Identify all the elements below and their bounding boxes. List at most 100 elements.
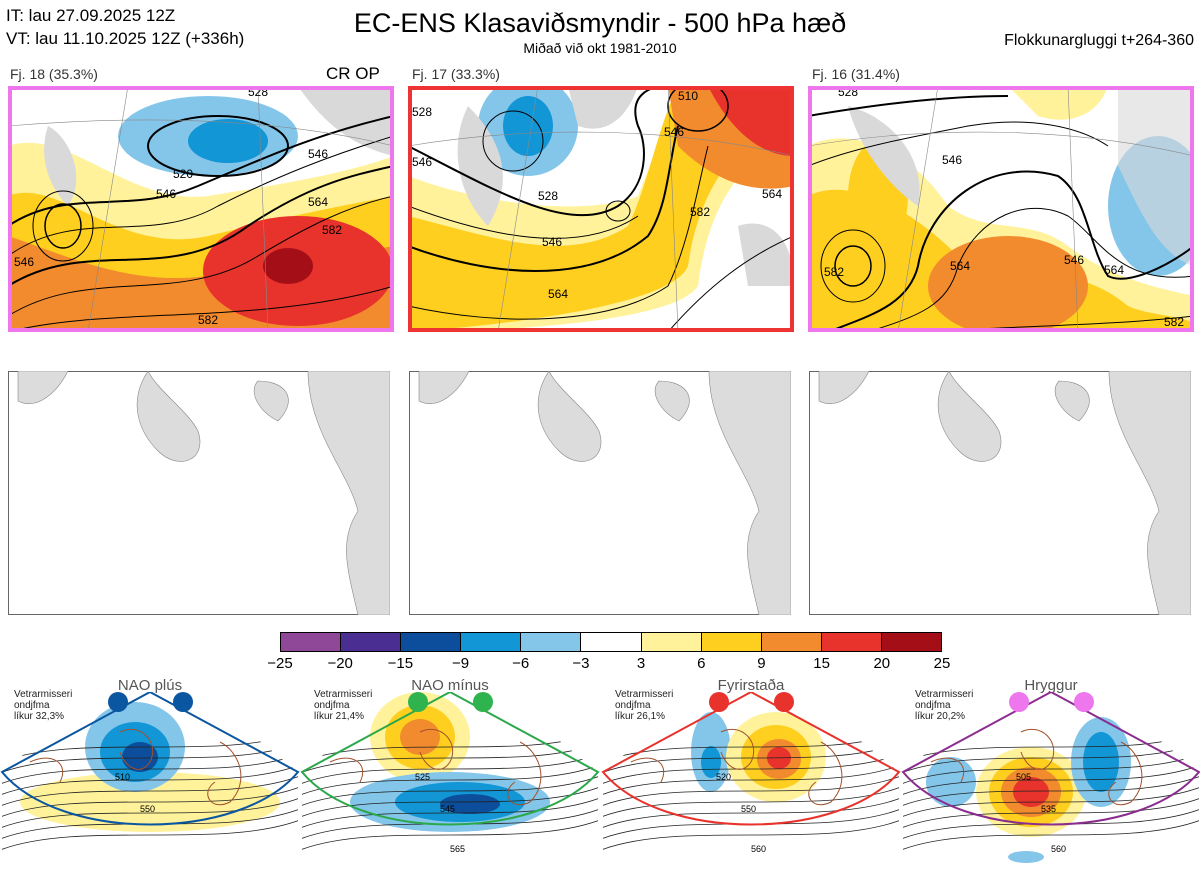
colorbar-swatch <box>341 633 402 651</box>
page-subtitle: Miðað við okt 1981-2010 <box>523 40 677 56</box>
contour-label: 564 <box>1104 263 1124 277</box>
colorbar-swatch <box>881 633 942 651</box>
regime-contour-label: 525 <box>415 772 430 782</box>
cluster-map-2: 528 546 528 564 546 510 546 582 564 <box>408 86 794 332</box>
panel-1-label: Fj. 18 (35.3%) <box>10 66 98 82</box>
colorbar-swatch <box>821 633 882 651</box>
regime-dot <box>1074 692 1094 712</box>
colorbar-swatch <box>761 633 822 651</box>
panel-1-border <box>8 86 394 332</box>
contour-label: 564 <box>762 187 782 201</box>
contour-label: 546 <box>1064 253 1084 267</box>
regime-dot <box>108 692 128 712</box>
valid-time: VT: lau 11.10.2025 12Z (+336h) <box>6 29 245 48</box>
contour-label: 546 <box>14 255 34 269</box>
regime-stats: Vetrarmisseri ondjfma líkur 26,1% <box>615 689 673 722</box>
contour-label: 582 <box>1164 315 1184 329</box>
contour-label: 582 <box>198 313 218 327</box>
contour-label: 564 <box>950 259 970 273</box>
panel-2-border <box>408 86 794 332</box>
contour-label: 546 <box>308 147 328 161</box>
colorbar-swatch <box>641 633 702 651</box>
header-times: IT: lau 27.09.2025 12Z VT: lau 11.10.202… <box>6 4 244 50</box>
regime-contour-label: 505 <box>1016 772 1031 782</box>
colorbar-tick-label: −25 <box>267 655 293 672</box>
contour-label: 546 <box>942 153 962 167</box>
regime-title: Hryggur <box>1024 677 1078 694</box>
regime-contour-label: 565 <box>450 844 465 854</box>
regime-stats: Vetrarmisseri ondjfma líkur 20,2% <box>915 689 973 722</box>
regime-contour-label: 550 <box>741 804 756 814</box>
regime-dot <box>774 692 794 712</box>
contour-label: 582 <box>322 223 342 237</box>
regime-contour-label: 535 <box>1041 804 1056 814</box>
regime-contour-label: 510 <box>115 772 130 782</box>
regime-map: 525 545 565 <box>300 692 600 854</box>
regime-dot <box>473 692 493 712</box>
contour-label: 546 <box>542 235 562 249</box>
regime-stat-line: líkur 26,1% <box>615 711 666 722</box>
regime-stat-line: Vetrarmisseri <box>314 689 373 700</box>
colorbar-tick-label: −20 <box>327 655 353 672</box>
colorbar-swatch <box>461 633 522 651</box>
regime-stat-line: líkur 21,4% <box>314 711 365 722</box>
colorbar-tick-label: −6 <box>512 655 530 672</box>
panel-3-label: Fj. 16 (31.4%) <box>812 66 900 82</box>
anomaly-colorbar <box>280 632 942 652</box>
regime-stat-line: líkur 20,2% <box>915 711 966 722</box>
regime-title: Fyrirstaða <box>717 677 785 694</box>
contour-label: 528 <box>538 189 558 203</box>
empty-basemap-2 <box>409 371 791 615</box>
colorbar-swatch <box>401 633 462 651</box>
classification-window: Flokkunargluggi t+264-360 <box>1004 32 1194 49</box>
regime-map: 520 550 560 <box>601 692 901 854</box>
contour-label: 510 <box>678 89 698 103</box>
regime-stat-line: ondjfma <box>14 700 50 711</box>
page-title: EC-ENS Klasaviðsmyndir - 500 hPa hæð <box>353 8 847 38</box>
contour-label: 546 <box>412 155 432 169</box>
contour-label: 564 <box>308 195 328 209</box>
regime-stat-line: Vetrarmisseri <box>615 689 674 700</box>
contour-label: 528 <box>412 105 432 119</box>
colorbar-tick-label: 25 <box>933 655 951 672</box>
cluster-map-3: 546 564 564 546 582 528 582 <box>808 86 1194 332</box>
cluster-map-1: 546 520 546 564 582 546 528 582 <box>8 86 394 332</box>
colorbar-tick-label: 9 <box>757 655 766 672</box>
regime-map: 505 535 560 <box>901 692 1200 863</box>
panel-2-label: Fj. 17 (33.3%) <box>412 66 500 82</box>
regime-stat-line: ondjfma <box>915 700 951 711</box>
regime-contour-label: 545 <box>440 804 455 814</box>
colorbar-tick-label: 3 <box>636 655 646 672</box>
regime-stats: Vetrarmisseri ondjfma líkur 32,3% <box>14 689 72 722</box>
empty-basemap-1 <box>8 371 390 615</box>
contour-label: 582 <box>824 265 844 279</box>
contour-label: 546 <box>664 125 684 139</box>
regime-dot <box>709 692 729 712</box>
contour-label: 520 <box>173 167 193 181</box>
regime-stat-line: ondjfma <box>314 700 350 711</box>
colorbar-swatch <box>521 633 582 651</box>
regime-stat-line: ondjfma <box>615 700 651 711</box>
contour-label: 582 <box>690 205 710 219</box>
panel-3-border <box>808 86 1194 332</box>
colorbar-tick-label: 15 <box>813 655 830 672</box>
colorbar-tick-label: 20 <box>873 655 891 672</box>
regime-contour-label: 560 <box>1051 844 1066 854</box>
regime-stat-line: Vetrarmisseri <box>915 689 974 700</box>
regime-title: NAO mínus <box>411 677 489 694</box>
contour-label: 564 <box>548 287 568 301</box>
regime-map: 510 550 <box>0 692 300 851</box>
contour-label: 546 <box>156 187 176 201</box>
regime-title: NAO plús <box>117 677 183 694</box>
regime-contour-label: 520 <box>716 772 731 782</box>
regime-stat-line: líkur 32,3% <box>14 711 65 722</box>
regime-stats: Vetrarmisseri ondjfma líkur 21,4% <box>314 689 372 722</box>
regime-dot <box>173 692 193 712</box>
regime-stat-line: Vetrarmisseri <box>14 689 73 700</box>
colorbar-swatch <box>581 633 642 651</box>
colorbar-swatch <box>701 633 762 651</box>
colorbar-tick-label: −3 <box>572 655 590 672</box>
colorbar-swatch <box>281 633 342 651</box>
panel-1-tag: CR OP <box>326 64 380 83</box>
regime-contour-label: 560 <box>751 844 766 854</box>
